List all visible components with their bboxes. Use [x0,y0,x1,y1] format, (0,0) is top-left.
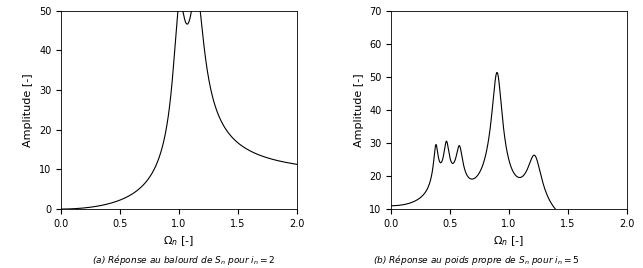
Y-axis label: Amplitude [-]: Amplitude [-] [354,73,363,147]
Text: (b) Réponse au poids propre de $S_n$ pour $i_n = 5$: (b) Réponse au poids propre de $S_n$ pou… [373,253,579,267]
Y-axis label: Amplitude [-]: Amplitude [-] [23,73,33,147]
Text: (a) Réponse au balourd de $S_n$ pour $i_n = 2$: (a) Réponse au balourd de $S_n$ pour $i_… [91,253,275,267]
X-axis label: $\Omega_n$ [-]: $\Omega_n$ [-] [493,234,525,248]
X-axis label: $\Omega_n$ [-]: $\Omega_n$ [-] [163,234,195,248]
